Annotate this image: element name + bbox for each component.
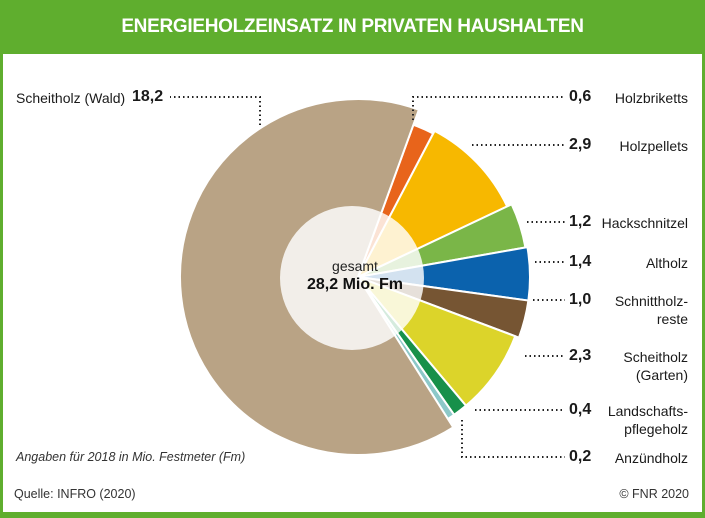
source-text: Quelle: INFRO (2020) [14,487,136,501]
category-label: Schnittholz-reste [614,293,688,327]
category-label: Scheitholz (Wald) [16,90,126,106]
value-label: 18,2 [132,88,164,105]
category-label: Holzbriketts [614,90,688,106]
center-circle [280,206,424,350]
value-label: 0,6 [569,88,592,105]
value-label: 0,2 [569,448,592,465]
center-label: gesamt [332,258,378,274]
category-label: Landschafts-pflegeholz [607,403,688,437]
copyright-text: © FNR 2020 [619,487,689,501]
category-label: Hackschnitzel [601,215,688,231]
total-label: 28,2 Mio. Fm [306,276,404,293]
category-label: Anzündholz [614,450,688,466]
value-label: 2,9 [569,136,592,153]
leader-line [170,96,261,125]
unit-note: Angaben für 2018 in Mio. Festmeter (Fm) [16,450,246,464]
category-label: Holzpellets [619,138,688,154]
chart-title: ENERGIEHOLZEINSATZ IN PRIVATEN HAUSHALTE… [0,0,705,54]
category-label: Scheitholz (Garten) [623,349,688,383]
value-label: 1,2 [569,213,592,230]
leader-line [412,96,565,120]
value-label: 1,4 [569,253,592,270]
value-label: 1,0 [569,291,592,308]
value-label: 0,4 [569,401,592,418]
value-label: 2,3 [569,347,592,364]
category-label: Altholz [645,255,688,271]
leader-line [461,420,565,458]
